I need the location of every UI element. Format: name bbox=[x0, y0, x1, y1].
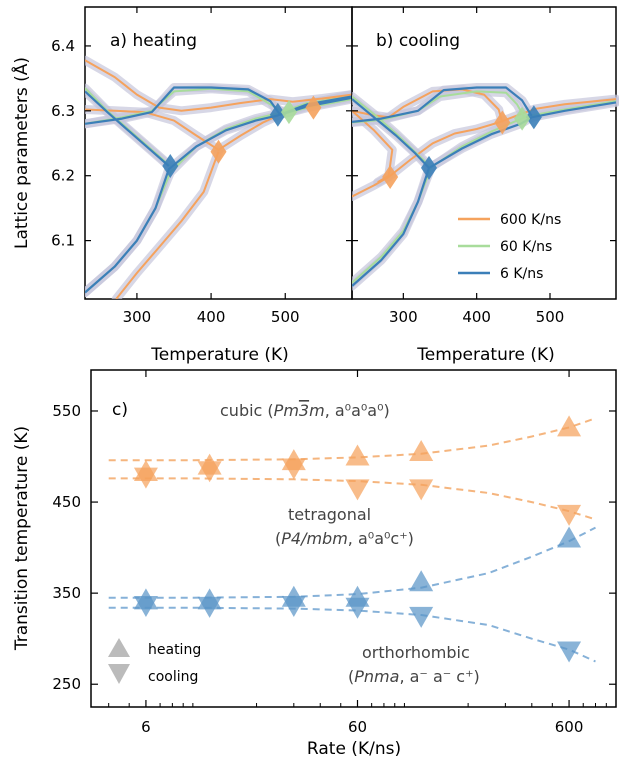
panel-b-xtick-label-1: 400 bbox=[462, 308, 491, 326]
panel-b-xtick-label-0: 300 bbox=[389, 308, 418, 326]
panel-a-ytick-label-1: 6.2 bbox=[51, 167, 75, 185]
panel-a-xtick-label-0: 300 bbox=[123, 308, 152, 326]
panel-c-cubic-tetragonal-cooling-point-5 bbox=[557, 504, 582, 526]
panel-a-xtick-label-1: 400 bbox=[197, 308, 226, 326]
panel-a-plot-area bbox=[85, 55, 352, 299]
panel-c-ytick-label-2: 450 bbox=[52, 493, 81, 511]
panel-a-axes: 300 400 500 6.1 6.2 6.3 6.4 bbox=[51, 7, 352, 326]
panel-b-transition-marker-4 bbox=[494, 110, 511, 135]
panel-a: a) heating 300 400 500 6.1 6.2 6.3 6.4 Tempera… bbox=[10, 6, 353, 365]
panel-b-series-6-k-ns-line-2 bbox=[352, 98, 430, 169]
panel-b-xlabel: Temperature (K) bbox=[416, 345, 555, 365]
legend-cooling-marker bbox=[108, 664, 130, 684]
panel-a-ytick-label-3: 6.4 bbox=[51, 37, 75, 55]
panel-b-axes: 300 400 500 bbox=[352, 7, 616, 326]
heating-cooling-legend: heating cooling bbox=[108, 638, 201, 685]
panel-a-ytick-label-2: 6.3 bbox=[51, 102, 75, 120]
panel-c-tetragonal-orthorhombic-cooling-point-1 bbox=[197, 596, 222, 618]
panel-a-transition-marker-3 bbox=[210, 139, 227, 164]
panel-b-series-60-k-ns-line-0 bbox=[352, 100, 617, 284]
rate-legend-label-1: 60 K/ns bbox=[500, 239, 552, 255]
panel-b-series-6-k-ns-line-0 bbox=[352, 101, 617, 287]
phase-label-orthorhombic: orthorhombic bbox=[362, 643, 470, 662]
panel-a-series-600-k-ns-line-2 bbox=[115, 151, 220, 299]
panel-c-frame bbox=[90, 369, 617, 708]
phase-label-tetragonal-sg: (P4/mbm, a⁰a⁰c⁺) bbox=[275, 529, 414, 548]
panel-b-series-60-k-ns-line-2 bbox=[352, 95, 432, 169]
panel-b-transition-marker-1 bbox=[525, 105, 542, 130]
panel-a-transition-marker-1 bbox=[269, 102, 286, 127]
rate-legend: 600 K/ns 60 K/ns 6 K/ns bbox=[458, 212, 561, 282]
panel-b: b) cooling 300 400 500 Temperature (K) 600… bbox=[351, 6, 619, 365]
panel-b-series-600-k-ns-line-1 bbox=[352, 88, 504, 123]
legend-heating-label: heating bbox=[148, 642, 201, 658]
panel-c-xtick-label-0: 6 bbox=[141, 718, 151, 736]
panel-c-xtick-label-2: 600 bbox=[555, 718, 584, 736]
panel-b-transition-marker-0 bbox=[421, 155, 437, 180]
panel-a-series-600-k-ns-line-0 bbox=[85, 59, 352, 112]
panel-c-cubic-tetragonal-cooling-point-0 bbox=[133, 467, 158, 489]
panel-a-series-6-k-ns-line-1 bbox=[85, 90, 170, 167]
panel-c-cubic-tetragonal-cooling-point-4 bbox=[409, 479, 434, 501]
panel-b-transition-marker-2 bbox=[514, 106, 531, 131]
phase-label-tetragonal: tetragonal bbox=[288, 505, 371, 524]
panel-c-tetragonal-orthorhombic-cooling-point-5 bbox=[557, 641, 582, 663]
panel-c-ylabel: Transition temperature (K) bbox=[12, 426, 32, 651]
panel-c-tetragonal-orthorhombic-cooling-point-3 bbox=[345, 597, 370, 619]
panel-a-xlabel: Temperature (K) bbox=[150, 345, 289, 365]
panel-c-xtick-label-1: 60 bbox=[348, 718, 367, 736]
panel-c-cubic-tetragonal-cooling-point-1 bbox=[197, 461, 222, 483]
phase-label-cubic: cubic (Pm3m, a⁰a⁰a⁰) bbox=[220, 401, 390, 420]
panel-a-xtick-label-2: 500 bbox=[271, 308, 300, 326]
panel-a-title: a) heating bbox=[110, 31, 197, 51]
panel-b-title: b) cooling bbox=[376, 31, 460, 51]
panel-c-cubic-tetragonal-cooling-point-2 bbox=[281, 458, 306, 480]
panel-c-orthorhombic-tetragonal-heating-point-5 bbox=[557, 526, 582, 548]
panel-a-ylabel: Lattice parameters (Å) bbox=[10, 57, 32, 249]
panel-a-transition-marker-2 bbox=[280, 100, 297, 125]
panel-c-xlabel: Rate (K/ns) bbox=[307, 739, 401, 759]
panel-b-plot-area bbox=[352, 83, 619, 291]
panel-c-ytick-label-3: 550 bbox=[52, 402, 81, 420]
panel-c-plot-area bbox=[108, 415, 596, 663]
panel-a-transition-marker-0 bbox=[162, 153, 179, 178]
phase-label-orthorhombic-sg: (Pnma, a⁻ a⁻ c⁺) bbox=[348, 667, 480, 686]
panel-c-tetragonal-cubic-heating-point-5 bbox=[557, 415, 582, 437]
panel-c-axes: 6 60 600 250 350 450 550 bbox=[52, 370, 616, 736]
rate-legend-label-0: 600 K/ns bbox=[500, 212, 561, 228]
panel-c-ytick-label-0: 250 bbox=[52, 675, 81, 693]
panel-a-ytick-label-0: 6.1 bbox=[51, 232, 75, 250]
panel-c-orthorhombic-tetragonal-heating-point-4 bbox=[409, 570, 434, 592]
legend-cooling-label: cooling bbox=[148, 669, 198, 685]
panel-c-title: c) bbox=[112, 400, 128, 420]
panel-c: c) 6 60 600 250 350 450 550 Rate (K/ns) Transi… bbox=[12, 369, 617, 759]
panel-a-transition-marker-4 bbox=[305, 95, 322, 120]
panel-c-tetragonal-orthorhombic-cooling-point-0 bbox=[133, 595, 158, 617]
panel-c-cubic-tetragonal-cooling-point-3 bbox=[345, 479, 370, 501]
panel-c-tetragonal-orthorhombic-cooling-point-2 bbox=[281, 595, 306, 617]
panel-b-series-6-k-ns-line-1 bbox=[352, 86, 533, 123]
panel-c-tetragonal-cubic-heating-point-4 bbox=[409, 439, 434, 461]
panel-b-frame bbox=[351, 6, 617, 300]
rate-legend-label-2: 6 K/ns bbox=[500, 266, 543, 282]
panel-c-tetragonal-orthorhombic-cooling-point-4 bbox=[409, 606, 434, 628]
panel-c-tetragonal-cubic-heating-point-3 bbox=[345, 444, 370, 466]
panel-b-xtick-label-2: 500 bbox=[536, 308, 565, 326]
legend-heating-marker bbox=[108, 638, 130, 657]
panel-c-fit-0 bbox=[108, 417, 596, 462]
panel-b-transition-marker-3 bbox=[382, 165, 399, 190]
panel-c-ytick-label-1: 350 bbox=[52, 584, 81, 602]
